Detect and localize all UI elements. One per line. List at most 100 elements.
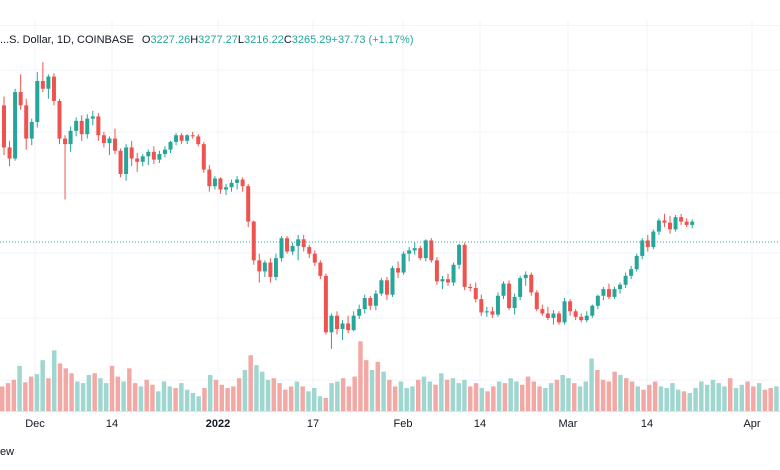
open-key: O [141,34,151,46]
candle-body [201,144,206,170]
candle-body [285,238,290,252]
volume-bar [242,370,248,411]
candle-body [329,315,334,333]
candle [368,295,373,311]
candle [645,234,650,252]
candle-body [346,323,351,331]
volume-bar [762,389,768,411]
volume-bar [294,381,300,411]
volume-bar [231,386,236,411]
candle [174,133,179,146]
volume-bar [554,379,560,411]
candle [601,286,606,301]
volume-bar [40,360,45,411]
volume-bar [416,379,421,411]
candle-body [484,311,489,313]
time-axis-label: 14 [474,418,486,430]
candle [551,310,556,325]
candle [351,311,356,332]
volume-bar [670,383,675,411]
candle-body [534,292,539,310]
candle [595,294,600,310]
candle-body [684,221,689,225]
candle [179,133,184,145]
high-key: H [190,34,199,46]
candle-body [240,179,245,187]
candle-body [518,278,523,297]
candle-body [446,279,450,283]
volume-bars [0,341,779,411]
volume-bar [63,368,69,411]
candle [584,311,589,323]
symbol-name: ...S. Dollar, 1D, COINBASE [0,34,134,46]
candle [285,236,290,254]
candle [29,118,34,146]
volume-bar [560,374,565,411]
volume-bar [271,378,277,411]
candle [68,126,73,152]
candle [623,272,628,289]
candle-body [362,298,367,310]
volume-bar [693,388,698,411]
candle [101,131,106,148]
candle [606,283,611,300]
candle [129,140,134,167]
volume-bar [86,374,92,411]
volume-bar [595,370,600,411]
candle-body [384,280,389,295]
candle-body [257,260,262,272]
candle [290,242,295,255]
volume-bar [104,383,109,411]
candle-body [407,250,412,254]
candle-body [135,158,140,162]
candle-body [523,274,528,279]
volume-bar [624,378,629,411]
volume-bar [514,381,519,411]
volume-bar [421,376,427,411]
candle [545,306,550,321]
candle [229,179,234,192]
volume-bar [572,383,577,411]
volume-bar [699,381,704,411]
candle-body [590,305,595,316]
volume-bar [358,341,363,411]
candle-body [196,136,201,145]
volume-bar [329,383,334,411]
volume-bar [733,388,739,411]
candle [35,72,40,128]
candle [185,134,190,145]
volume-bar [774,386,779,411]
time-axis-label: Feb [394,418,413,430]
volume-bar [652,381,658,411]
volume-bar [277,383,282,411]
volume-bar [364,360,369,411]
candle-body [562,301,567,323]
candle [412,242,417,255]
volume-bar [34,374,40,411]
candle [251,220,256,265]
volume-bar [392,386,398,411]
candle-body [174,135,179,142]
candle [46,74,51,99]
candle [634,253,639,272]
candle-body [85,118,90,135]
candle [457,243,462,270]
volume-bar [427,381,433,411]
candle [113,128,117,155]
candle-body [307,247,312,254]
volume-bar [635,386,641,411]
volume-bar [346,386,352,411]
candle-body [312,253,317,263]
volume-bar [548,383,554,411]
volume-bar [531,381,537,411]
candle-body [634,255,639,270]
candle [157,150,162,163]
candle-body [479,299,484,313]
candle [446,273,450,286]
volume-bar [127,368,132,411]
candle [373,290,378,311]
volume-bar [52,350,57,411]
volume-bar [254,365,259,411]
candle [618,282,623,294]
